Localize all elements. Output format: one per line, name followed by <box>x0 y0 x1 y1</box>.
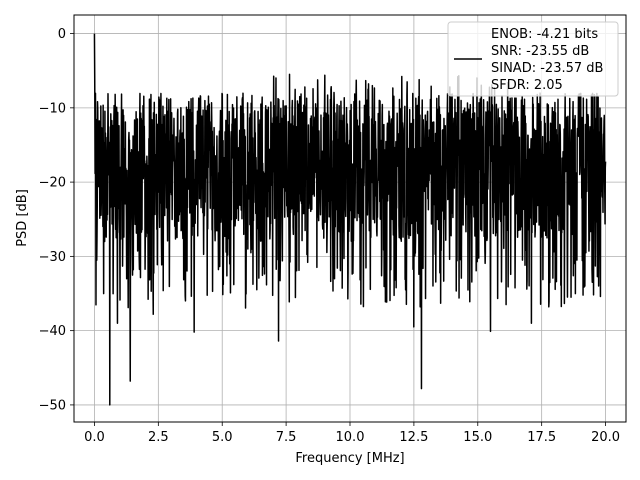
y-tick-label: −20 <box>39 176 66 191</box>
x-tick-label: 12.5 <box>399 430 428 445</box>
y-tick-label: 0 <box>58 27 66 42</box>
legend-entry: SINAD: -23.57 dB <box>491 61 603 76</box>
psd-series-line <box>93 33 607 406</box>
legend-box <box>447 21 619 97</box>
x-tick-label: 0.0 <box>84 430 105 445</box>
y-tick-label: −10 <box>39 101 66 116</box>
x-tick-label: 15.0 <box>463 430 492 445</box>
x-tick-label: 2.5 <box>148 430 169 445</box>
x-tick-label: 17.5 <box>527 430 556 445</box>
x-tick-label: 10.0 <box>336 430 365 445</box>
y-tick-label: −50 <box>39 398 66 413</box>
x-tick-label: 20.0 <box>591 430 620 445</box>
y-tick-label: −30 <box>39 250 66 265</box>
legend-entry: ENOB: -4.21 bits <box>491 27 598 42</box>
x-tick-label: 5.0 <box>212 430 233 445</box>
series-layer <box>93 33 607 406</box>
legend-entry: SFDR: 2.05 <box>491 78 563 93</box>
legend-entry: SNR: -23.55 dB <box>491 44 589 59</box>
x-tick-label: 7.5 <box>276 430 297 445</box>
y-tick-label: −40 <box>39 324 66 339</box>
legend: ENOB: -4.21 bits SNR: -23.55 dB SINAD: -23… <box>447 21 619 97</box>
ticks: 0.0 2.5 5.0 7.5 10.0 12.5 15.0 17.5 20.0 0 −10 −20 −… <box>39 27 620 445</box>
x-axis-label: Frequency [MHz] <box>295 451 404 466</box>
y-axis-label: PSD [dB] <box>15 189 30 247</box>
